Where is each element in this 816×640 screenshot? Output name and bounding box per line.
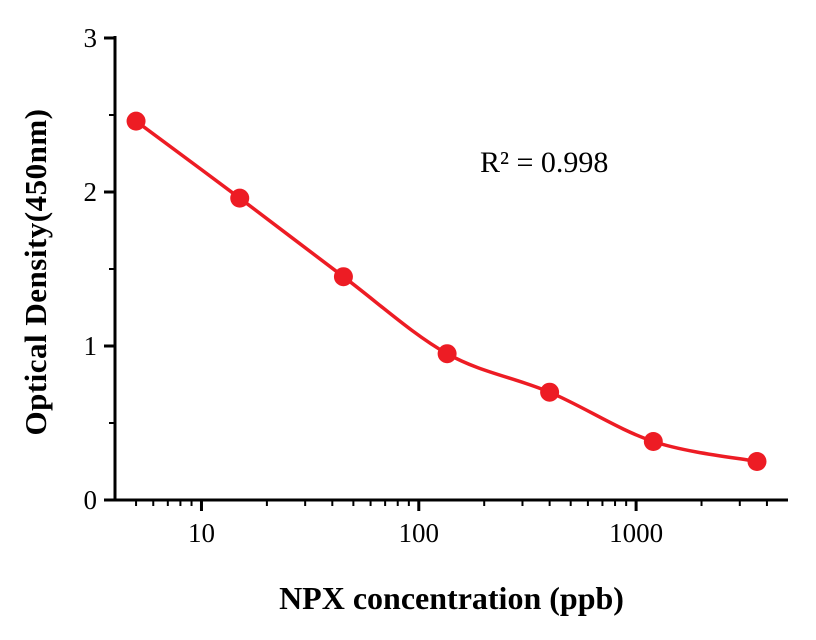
x-tick-label: 100 [399, 518, 440, 548]
fit-curve [134, 119, 759, 464]
data-point [333, 267, 353, 287]
y-axis-title: Optical Density(450nm) [18, 108, 53, 436]
data-point [747, 452, 767, 471]
y-tick-label: 1 [84, 331, 98, 361]
r-squared-annotation: R² = 0.998 [480, 146, 609, 179]
x-tick-label: 10 [188, 518, 215, 548]
y-tick-label: 3 [84, 23, 98, 53]
data-point [437, 344, 457, 364]
y-tick-label: 2 [84, 177, 98, 207]
data-point [126, 111, 146, 131]
y-tick-label: 0 [84, 485, 98, 515]
data-point [540, 382, 560, 402]
x-axis-title: NPX concentration (ppb) [279, 580, 624, 616]
x-tick-label: 1000 [609, 518, 663, 548]
data-point [230, 188, 250, 208]
data-point [643, 431, 663, 451]
